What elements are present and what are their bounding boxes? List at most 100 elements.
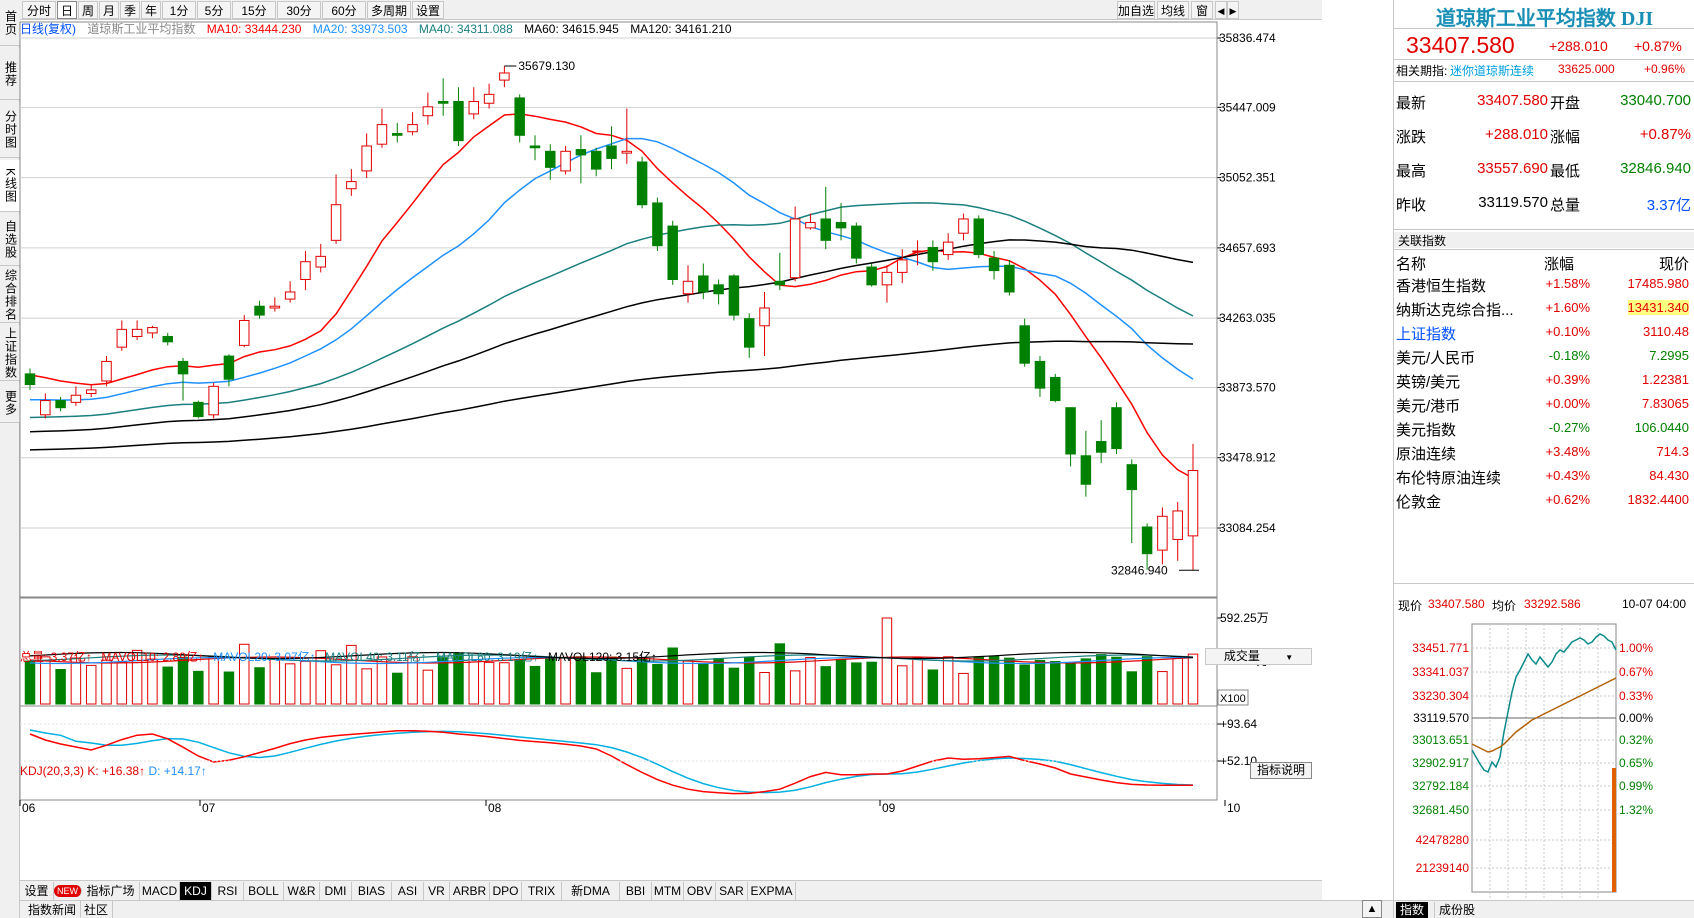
related-future-link[interactable]: 迷你道琼斯连续 <box>1450 64 1535 78</box>
period-4-button[interactable]: 季 <box>120 1 140 19</box>
arrow-left-icon[interactable]: ◀ <box>1215 1 1227 19</box>
candle[interactable] <box>1080 430 1092 497</box>
period-9-button[interactable]: 30分 <box>277 1 321 19</box>
indicator-tab-17[interactable]: MTM <box>652 882 684 900</box>
indicator-tab-12[interactable]: ARBR <box>450 882 490 900</box>
rail-recommend[interactable]: 推荐 <box>0 48 20 100</box>
rail-more[interactable]: 更多 <box>0 383 20 423</box>
candle[interactable] <box>300 251 311 291</box>
related-index-row[interactable]: 香港恒生指数 +1.58% 17485.980 <box>1394 272 1694 296</box>
candle[interactable] <box>284 281 296 303</box>
candle[interactable] <box>376 108 388 148</box>
index-news-tab[interactable]: 指数新闻 <box>24 901 82 918</box>
window-button[interactable]: 窗 <box>1191 1 1213 19</box>
candle[interactable] <box>193 400 204 419</box>
candle[interactable] <box>545 144 556 180</box>
candle[interactable] <box>774 252 786 291</box>
tab-index[interactable]: 指数 <box>1396 902 1429 918</box>
candle[interactable] <box>973 215 985 259</box>
candle[interactable] <box>514 94 525 143</box>
related-index-row[interactable]: 伦敦金 +0.62% 1832.4400 <box>1394 488 1694 512</box>
period-10-button[interactable]: 60分 <box>322 1 366 19</box>
candle[interactable] <box>606 126 617 170</box>
candle[interactable] <box>315 243 326 273</box>
candle[interactable] <box>1004 259 1015 296</box>
candle[interactable] <box>590 147 602 177</box>
candle[interactable] <box>743 313 755 358</box>
related-index-row[interactable]: 上证指数 +0.10% 3110.48 <box>1394 320 1694 344</box>
indicator-tab-0[interactable]: 设置 <box>20 882 54 900</box>
candle[interactable] <box>652 197 663 252</box>
candle[interactable] <box>1187 443 1199 571</box>
candle[interactable] <box>1157 507 1168 565</box>
candle[interactable] <box>131 320 143 341</box>
candle[interactable] <box>958 213 969 241</box>
period-1-button[interactable]: 日 <box>57 1 77 19</box>
candle[interactable] <box>667 220 678 285</box>
indicator-tab-3[interactable]: MACD <box>140 882 180 900</box>
rail-kline[interactable]: K线图 <box>0 160 20 212</box>
candle[interactable] <box>789 206 801 282</box>
candle[interactable] <box>40 393 51 419</box>
candle[interactable] <box>636 156 648 209</box>
indicator-tab-10[interactable]: ASI <box>392 882 424 900</box>
candle[interactable] <box>55 397 66 412</box>
candle[interactable] <box>346 169 357 196</box>
kline-chart[interactable]: 35836.474 35447.009 35052.351 34657.693 … <box>0 0 1393 880</box>
period-11-button[interactable]: 多周期 <box>367 1 411 19</box>
indicator-tab-13[interactable]: DPO <box>490 882 522 900</box>
candle[interactable] <box>728 274 740 321</box>
candle[interactable] <box>70 386 82 406</box>
candle[interactable] <box>698 263 709 300</box>
candle[interactable] <box>988 251 1000 280</box>
related-index-row[interactable]: 纳斯达克综合指... +1.60% 13431.340 <box>1394 296 1694 320</box>
candle[interactable] <box>805 213 816 230</box>
ma-settings-button[interactable]: 均线 <box>1157 1 1189 19</box>
candle[interactable] <box>101 356 112 387</box>
candle[interactable] <box>1034 356 1046 398</box>
candle[interactable] <box>621 108 633 164</box>
intraday-mini-chart[interactable]: 33451.771 33341.037 33230.304 33119.570 3301… <box>1394 618 1694 898</box>
candle[interactable] <box>85 384 97 398</box>
candle[interactable] <box>1095 420 1107 463</box>
candle[interactable] <box>269 297 281 312</box>
candle[interactable] <box>866 263 877 287</box>
rail-watchlist[interactable]: 自选股 <box>0 214 20 266</box>
rail-home[interactable]: 首页 <box>0 0 20 46</box>
candle[interactable] <box>437 78 449 116</box>
indicator-tab-11[interactable]: VR <box>424 882 450 900</box>
indicator-tab-15[interactable]: 新DMA <box>562 882 620 900</box>
period-3-button[interactable]: 月 <box>99 1 119 19</box>
candle[interactable] <box>942 233 954 260</box>
indicator-tab-20[interactable]: EXPMA <box>748 882 796 900</box>
candle[interactable] <box>238 315 250 348</box>
candle[interactable] <box>392 122 403 143</box>
candle[interactable] <box>453 87 464 146</box>
candle[interactable] <box>912 240 923 266</box>
candle[interactable] <box>254 300 265 319</box>
indicator-tab-5[interactable]: RSI <box>212 882 244 900</box>
related-index-row[interactable]: 美元/港币 +0.00% 7.83065 <box>1394 392 1694 416</box>
candle[interactable] <box>529 135 541 161</box>
candle[interactable] <box>560 145 571 175</box>
candle[interactable] <box>1050 373 1061 403</box>
indicator-tab-16[interactable]: BBI <box>620 882 652 900</box>
candle[interactable] <box>1065 407 1076 467</box>
related-index-row[interactable]: 美元/人民币 -0.18% 7.2995 <box>1394 344 1694 368</box>
related-index-row[interactable]: 布伦特原油连续 +0.43% 84.430 <box>1394 464 1694 488</box>
candle[interactable] <box>177 357 189 401</box>
candle[interactable] <box>499 65 510 88</box>
rail-shanghai-index[interactable]: 上证指数 <box>0 325 20 381</box>
indicator-tab-18[interactable]: OBV <box>684 882 716 900</box>
indicator-tab-19[interactable]: SAR <box>716 882 748 900</box>
indicator-tab-7[interactable]: W&R <box>284 882 320 900</box>
candle[interactable] <box>575 135 587 184</box>
indicator-tab-8[interactable]: DMI <box>320 882 352 900</box>
candle[interactable] <box>162 332 173 346</box>
candle[interactable] <box>759 291 770 357</box>
indicator-tab-2[interactable]: 指标广场 <box>82 882 140 900</box>
candle[interactable] <box>713 279 724 305</box>
candle[interactable] <box>24 368 36 390</box>
candle[interactable] <box>897 249 908 284</box>
candle[interactable] <box>851 222 862 264</box>
